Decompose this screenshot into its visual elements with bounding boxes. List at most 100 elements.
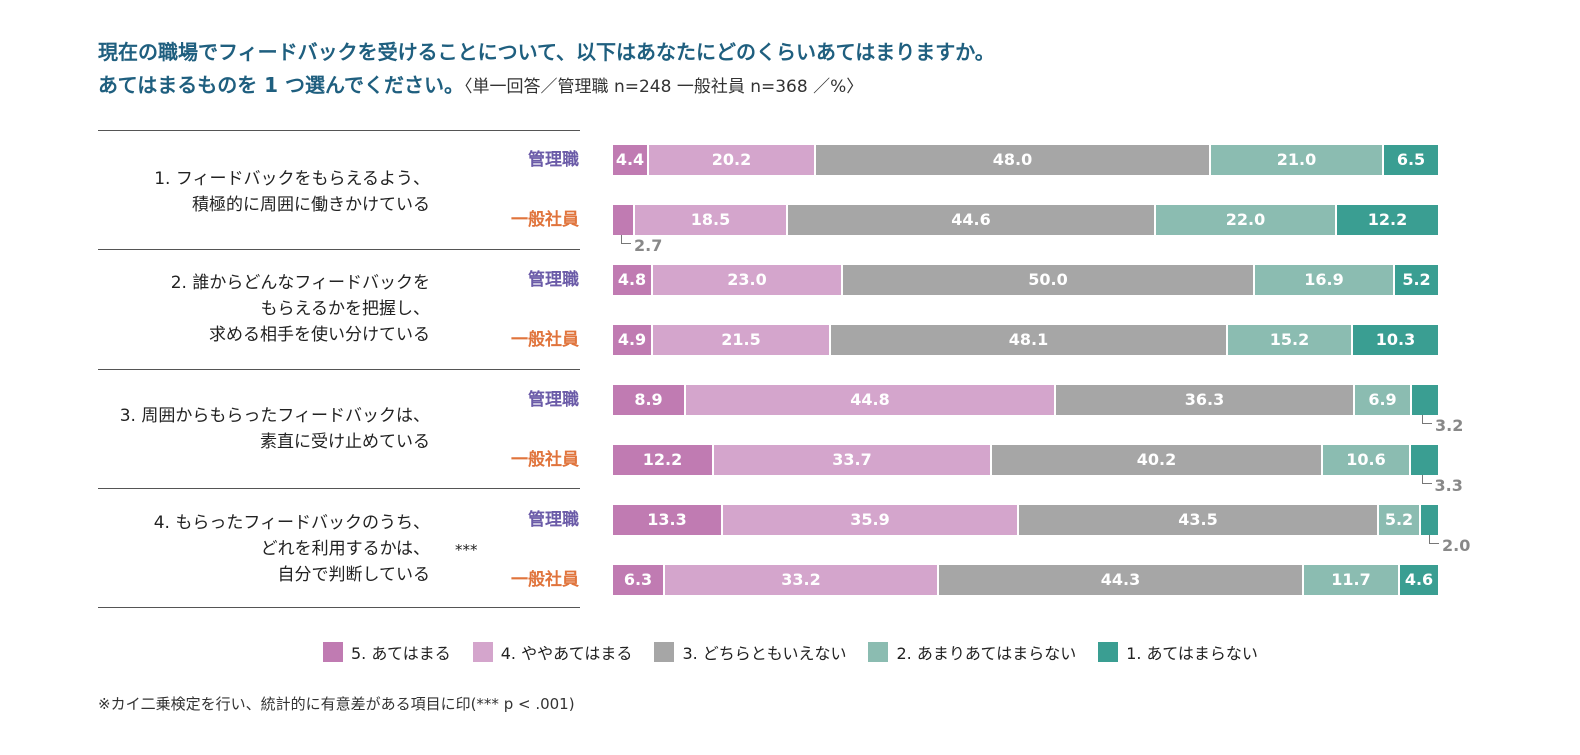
bar-segment [1412,385,1438,415]
bar-segment: 33.7 [714,445,992,475]
stacked-bar: 13.3 35.9 43.5 5.2 [613,505,1438,535]
legend-swatch [654,642,675,662]
bar-segment [1411,445,1438,475]
bar-segment: 48.1 [831,325,1228,355]
bar-segment: 6.9 [1355,385,1412,415]
chart-title: 現在の職場でフィードバックを受けることについて、以下はあなたにどのくらいあてはま… [98,36,995,104]
bar-segment: 8.9 [613,385,686,415]
bar-segment: 44.6 [788,205,1156,235]
legend-swatch [323,642,343,662]
bar-segment: 4.8 [613,265,653,295]
divider-line [98,607,580,608]
bar-segment: 21.5 [653,325,831,355]
legend-item: 3. どちらともいえない [654,640,846,664]
group-label: 管理職 [528,510,579,530]
data-label: 3.3 [1434,476,1463,495]
data-label: 3.2 [1435,416,1464,435]
legend-swatch [1098,642,1119,662]
stacked-bar: 6.3 33.2 44.3 11.7 4.6 [613,565,1438,595]
callout-hook-icon [621,234,631,244]
question-label-line: 3. 周囲からもらったフィードバックは、 [119,406,430,426]
divider-line [98,249,580,250]
divider-line [98,130,580,131]
data-label: 2.0 [1442,536,1471,555]
bar-segment [613,205,635,235]
bar-segment: 48.0 [816,145,1211,175]
question-label-line: 求める相手を使い分けている [209,325,430,345]
question-label-line: 2. 誰からどんなフィードバックを [170,273,430,293]
data-label-callout: 2.7 [621,234,663,255]
group-label: 管理職 [528,390,579,410]
question-label-line: 自分で判断している [277,565,431,585]
bar-segment: 33.2 [665,565,939,595]
bar-segment [1421,505,1438,535]
bar-segment: 5.2 [1379,505,1421,535]
question-label-line: もらえるかを把握し、 [260,299,431,319]
bar-segment: 21.0 [1211,145,1384,175]
group-label: 管理職 [528,270,579,290]
data-label-callout: 3.3 [1421,474,1463,495]
stacked-bar: 4.8 23.0 50.0 16.9 5.2 [613,265,1438,295]
bar-segment: 44.3 [939,565,1304,595]
question-label: 3. 周囲からもらったフィードバックは、素直に受け止めている [120,403,430,455]
bar-segment: 50.0 [843,265,1255,295]
stacked-bar: 4.4 20.2 48.0 21.0 6.5 [613,145,1438,175]
legend-label: 5. あてはまる [351,644,451,663]
significance-mark: *** [455,541,478,559]
stacked-bar: 18.5 44.6 22.0 12.2 [613,205,1438,235]
bar-segment: 11.7 [1304,565,1400,595]
callout-hook-icon [1422,414,1432,424]
divider-line [98,369,580,370]
group-label: 一般社員 [511,450,579,470]
bar-segment: 4.6 [1400,565,1438,595]
bar-segment: 23.0 [653,265,843,295]
bar-segment: 16.9 [1255,265,1395,295]
group-label: 一般社員 [511,330,579,350]
bar-segment: 20.2 [649,145,816,175]
legend-swatch [472,642,493,662]
bar-segment: 22.0 [1156,205,1337,235]
bar-segment: 36.3 [1056,385,1355,415]
bar-segment: 6.3 [613,565,665,595]
bar-segment: 35.9 [723,505,1019,535]
title-line2-main: あてはまるものを 1 つ選んでください。 [98,73,465,97]
legend-item: 4. ややあてはまる [472,640,632,664]
data-label: 2.7 [634,236,663,255]
divider-line [98,488,580,489]
bar-segment: 10.3 [1353,325,1438,355]
bar-segment: 6.5 [1384,145,1438,175]
stacked-bar: 8.9 44.8 36.3 6.9 [613,385,1438,415]
footnote: ※カイ二乗検定を行い、統計的に有意差がある項目に印(*** p < .001) [98,695,575,713]
question-label-line: 1. フィードバックをもらえるよう、 [154,169,430,189]
question-label: 2. 誰からどんなフィードバックをもらえるかを把握し、求める相手を使い分けている [171,270,430,348]
stacked-bar: 4.9 21.5 48.1 15.2 10.3 [613,325,1438,355]
title-line2: あてはまるものを 1 つ選んでください。〈単一回答／管理職 n=248 一般社員… [98,69,995,104]
legend-label: 3. どちらともいえない [682,644,847,663]
group-label: 一般社員 [511,570,579,590]
bar-segment: 4.9 [613,325,653,355]
bar-segment: 5.2 [1395,265,1438,295]
question-label-line: 素直に受け止めている [260,432,430,452]
group-label: 一般社員 [511,210,579,230]
bar-segment: 13.3 [613,505,723,535]
legend-swatch [868,642,889,662]
bar-segment: 40.2 [992,445,1323,475]
title-line2-sub: 〈単一回答／管理職 n=248 一般社員 n=368 ／%〉 [464,77,864,97]
data-label-callout: 2.0 [1429,534,1471,555]
data-label-callout: 3.2 [1422,414,1464,435]
legend-item: 5. あてはまる [323,640,451,664]
title-line1: 現在の職場でフィードバックを受けることについて、以下はあなたにどのくらいあてはま… [98,40,995,64]
bar-segment: 18.5 [635,205,788,235]
question-label: 4. もらったフィードバックのうち、 どれを利用するかは、 自分で判断している [154,510,430,588]
legend: 5. あてはまる 4. ややあてはまる 3. どちらともいえない 2. あまりあてはま… [323,640,1258,664]
question-label-line: 4. もらったフィードバックのうち、 [153,513,430,533]
legend-item: 2. あまりあてはまらない [868,640,1076,664]
legend-label: 2. あまりあてはまらない [896,644,1077,663]
bar-segment: 44.8 [686,385,1056,415]
group-label: 管理職 [528,150,579,170]
callout-hook-icon [1421,474,1432,484]
legend-item: 1. あてはまらない [1098,640,1258,664]
bar-segment: 10.6 [1323,445,1411,475]
stacked-bar: 12.2 33.7 40.2 10.6 [613,445,1438,475]
legend-label: 1. あてはまらない [1126,644,1258,663]
